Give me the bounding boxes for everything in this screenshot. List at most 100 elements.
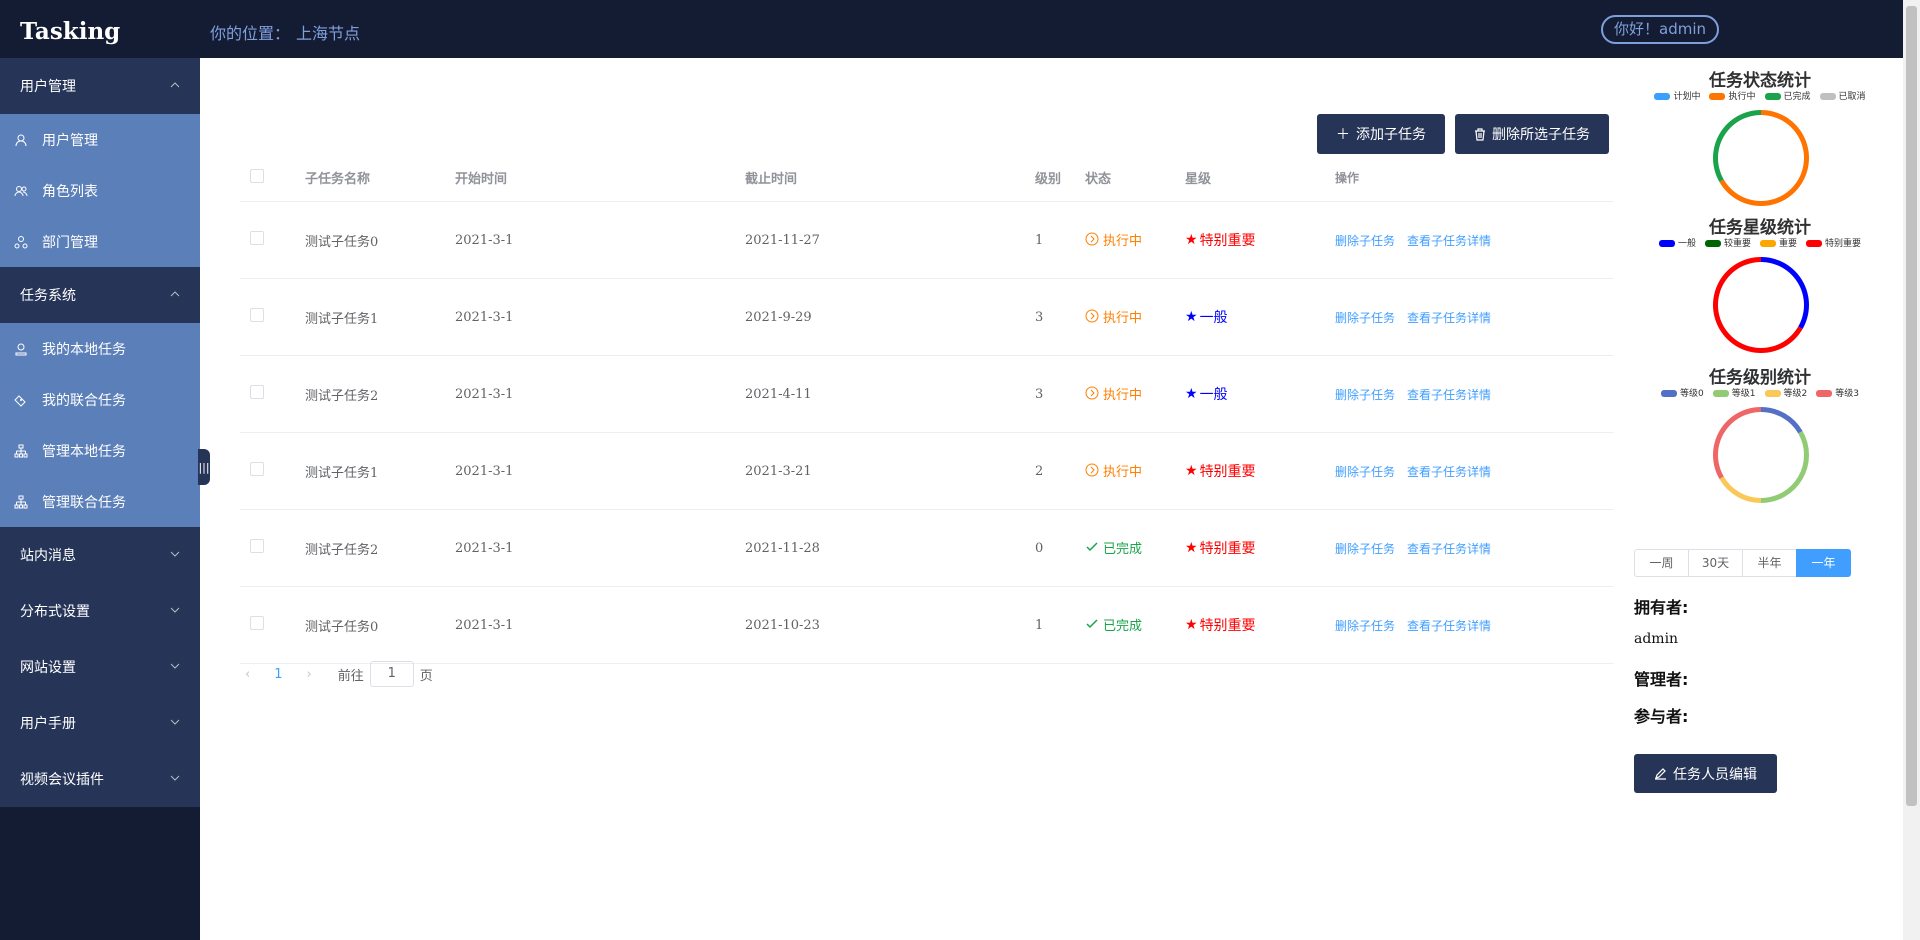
legend-item[interactable]: 特别重要 (1806, 236, 1861, 249)
edit-task-members-button[interactable]: 任务人员编辑 (1634, 754, 1777, 793)
sidebar-group-1[interactable]: 任务系统 (0, 267, 200, 323)
sidebar-item-label: 我的本地任务 (42, 341, 126, 358)
legend-item[interactable]: 执行中 (1709, 89, 1756, 102)
chart-legend: 计划中 执行中 已完成 已取消 (1630, 89, 1890, 102)
view-subtask-detail-link[interactable]: 查看子任务详情 (1407, 464, 1492, 479)
status-text: 执行中 (1103, 310, 1143, 326)
main-content: ＋ 添加子任务 删除所选子任务 子任务名称 开始时间 截止时间 级别 状态 星级 … (200, 58, 1903, 940)
table-row: 测试子任务1 2021-3-1 2021-9-29 3 执行中 ★ 一般 删除子任务 查看子任务… (240, 279, 1613, 356)
delete-subtask-link[interactable]: 删除子任务 (1335, 541, 1396, 556)
cell-start: 2021-3-1 (455, 232, 514, 248)
sidebar-item-1-0[interactable]: 我的本地任务 (0, 323, 200, 374)
view-subtask-detail-link[interactable]: 查看子任务详情 (1407, 233, 1492, 248)
page-number[interactable]: 1 (274, 666, 283, 682)
chevron-down-icon (170, 603, 180, 619)
add-subtask-button[interactable]: ＋ 添加子任务 (1317, 114, 1445, 154)
star-icon: ★ (1185, 617, 1198, 633)
table-row: 测试子任务0 2021-3-1 2021-11-27 1 执行中 ★ 特别重要 删除子任务 查看… (240, 202, 1613, 279)
delete-subtask-link[interactable]: 删除子任务 (1335, 618, 1396, 633)
column-header-star: 星级 (1185, 172, 1212, 187)
legend-item[interactable]: 等级1 (1712, 386, 1756, 399)
time-range-tab[interactable]: 半年 (1742, 549, 1797, 577)
donut-chart (1713, 257, 1809, 353)
sidebar-group-4[interactable]: 网站设置 (0, 639, 200, 695)
sidebar-group-5[interactable]: 用户手册 (0, 695, 200, 751)
check-icon (1086, 542, 1098, 552)
user-greeting-badge[interactable]: 你好！admin (1601, 15, 1719, 44)
breadcrumb-label: 你的位置： (210, 24, 291, 43)
view-subtask-detail-link[interactable]: 查看子任务详情 (1407, 310, 1492, 325)
donut-slice[interactable] (1713, 110, 1761, 182)
donut-slice[interactable] (1719, 476, 1761, 504)
time-range-tab[interactable]: 一年 (1796, 549, 1851, 577)
status-text: 已完成 (1103, 541, 1143, 557)
goto-suffix: 页 (419, 668, 433, 684)
sidebar-group-6[interactable]: 视频会议插件 (0, 751, 200, 807)
chart-legend: 等级0 等级1 等级2 等级3 (1630, 386, 1890, 399)
status-text: 执行中 (1103, 464, 1143, 480)
row-checkbox[interactable] (250, 539, 264, 553)
delete-subtask-link[interactable]: 删除子任务 (1335, 387, 1396, 402)
legend-item[interactable]: 等级2 (1764, 386, 1807, 399)
time-range-tab[interactable]: 30天 (1688, 549, 1743, 577)
legend-label: 等级0 (1680, 389, 1704, 399)
legend-label: 已取消 (1838, 92, 1866, 102)
status-badge: 已完成 (1085, 538, 1142, 557)
star-icon: ★ (1185, 232, 1198, 248)
star-icon: ★ (1185, 540, 1198, 556)
sidebar-group-0[interactable]: 用户管理 (0, 58, 200, 114)
chart-title: 任务星级统计 (1709, 218, 1811, 238)
legend-item[interactable]: 等级0 (1661, 386, 1704, 399)
goto-page: 前往 1 页 (338, 661, 433, 687)
next-page-icon[interactable]: › (306, 666, 312, 682)
legend-item[interactable]: 等级3 (1816, 386, 1859, 399)
delete-subtask-link[interactable]: 删除子任务 (1335, 464, 1396, 479)
donut-slice[interactable] (1761, 407, 1803, 434)
breadcrumb-node[interactable]: 上海节点 (296, 24, 361, 43)
donut-slice[interactable] (1761, 431, 1809, 503)
sidebar-item-0-0[interactable]: 用户管理 (0, 114, 200, 165)
row-checkbox[interactable] (250, 308, 264, 322)
cell-name: 测试子任务0 (305, 234, 379, 250)
sidebar-item-1-2[interactable]: 管理本地任务 (0, 425, 200, 476)
legend-item[interactable]: 较重要 (1704, 236, 1751, 249)
sidebar-item-1-3[interactable]: 管理联合任务 (0, 476, 200, 527)
legend-label: 已完成 (1783, 92, 1811, 102)
sidebar-item-label: 部门管理 (42, 234, 98, 251)
sidebar-group-2[interactable]: 站内消息 (0, 527, 200, 583)
sidebar-item-0-1[interactable]: 角色列表 (0, 165, 200, 216)
delete-selected-subtasks-button[interactable]: 删除所选子任务 (1455, 114, 1609, 154)
view-subtask-detail-link[interactable]: 查看子任务详情 (1407, 387, 1492, 402)
goto-page-input[interactable]: 1 (369, 661, 414, 687)
legend-item[interactable]: 重要 (1760, 236, 1797, 249)
sidebar-group-3[interactable]: 分布式设置 (0, 583, 200, 639)
select-all-checkbox[interactable] (250, 168, 264, 183)
legend-item[interactable]: 计划中 (1654, 89, 1700, 102)
scrollbar-thumb[interactable] (1906, 6, 1917, 806)
cell-start: 2021-3-1 (455, 309, 514, 325)
donut-slice[interactable] (1713, 407, 1761, 479)
sidebar-collapse-toggle[interactable]: ||| (198, 449, 210, 485)
row-checkbox[interactable] (250, 616, 264, 630)
view-subtask-detail-link[interactable]: 查看子任务详情 (1407, 618, 1492, 633)
legend-item[interactable]: 一般 (1658, 236, 1696, 249)
status-badge: 执行中 (1085, 230, 1142, 249)
sidebar-item-0-2[interactable]: 部门管理 (0, 216, 200, 267)
row-checkbox[interactable] (250, 462, 264, 476)
view-subtask-detail-link[interactable]: 查看子任务详情 (1407, 541, 1492, 556)
row-checkbox[interactable] (250, 385, 264, 399)
sidebar-item-1-1[interactable]: 我的联合任务 (0, 374, 200, 425)
delete-subtask-link[interactable]: 删除子任务 (1335, 233, 1396, 248)
status-badge: 已完成 (1085, 615, 1142, 634)
time-range-tab[interactable]: 一周 (1634, 549, 1689, 577)
donut-slice[interactable] (1761, 257, 1809, 329)
prev-page-icon[interactable]: ‹ (245, 666, 251, 682)
legend-item[interactable]: 已取消 (1819, 89, 1866, 102)
star-icon: ★ (1185, 386, 1198, 402)
row-checkbox[interactable] (250, 231, 264, 245)
page-scrollbar[interactable] (1903, 0, 1920, 940)
donut-chart (1713, 407, 1809, 504)
legend-item[interactable]: 已完成 (1764, 89, 1811, 102)
delete-subtask-link[interactable]: 删除子任务 (1335, 310, 1396, 325)
chart-title: 任务级别统计 (1709, 368, 1811, 388)
